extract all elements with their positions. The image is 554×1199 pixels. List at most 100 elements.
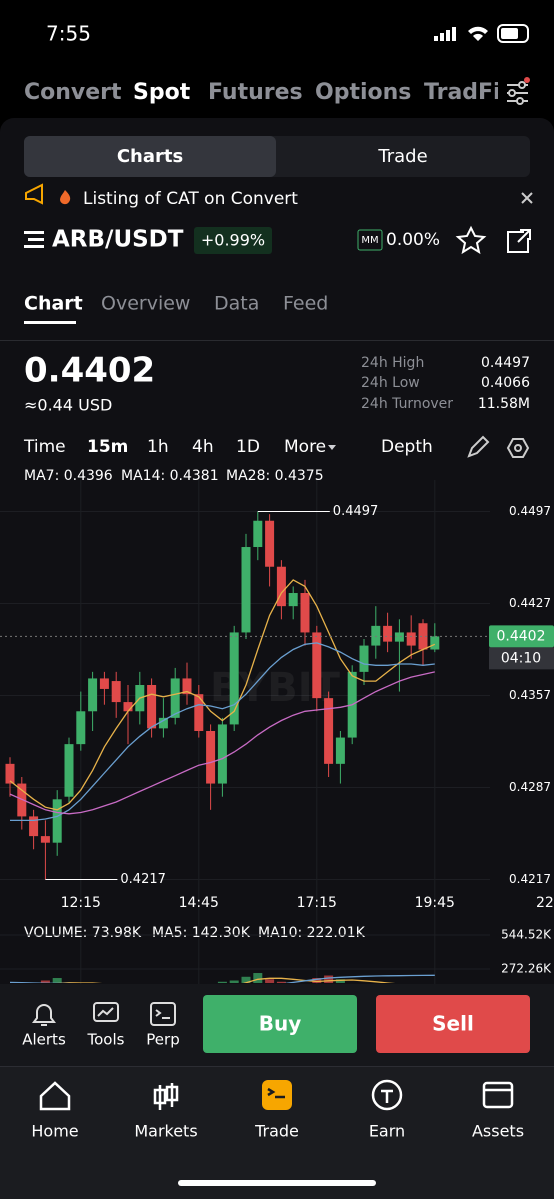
tool-label[interactable]: Tools bbox=[87, 1031, 125, 1049]
tab[interactable]: Convert bbox=[24, 80, 122, 105]
candle-body bbox=[40, 836, 50, 843]
candle-body bbox=[383, 625, 393, 642]
plot-area bbox=[5, 511, 440, 880]
candle-body bbox=[111, 681, 121, 703]
tab[interactable]: TradFi bbox=[424, 80, 501, 105]
y-tick-label: 0.4497 bbox=[509, 504, 551, 518]
buy-button[interactable] bbox=[203, 995, 357, 1053]
usd-price: ≈0.44 USD bbox=[24, 396, 112, 415]
candle-body bbox=[430, 636, 440, 650]
candle-body bbox=[194, 694, 204, 731]
more-caret bbox=[328, 445, 336, 450]
close-icon[interactable] bbox=[521, 192, 533, 204]
candle-body bbox=[324, 698, 334, 764]
candle-body bbox=[335, 737, 345, 764]
segment-charts[interactable]: Charts bbox=[117, 146, 183, 167]
stat-label: 24h High bbox=[361, 355, 424, 371]
y-tick-label: 0.4287 bbox=[509, 780, 551, 794]
panel bbox=[0, 118, 554, 1199]
buy-label[interactable]: Buy bbox=[259, 1012, 302, 1036]
candle-body bbox=[123, 702, 133, 712]
announcement[interactable]: Listing of CAT on Convert bbox=[83, 189, 298, 209]
candle-body bbox=[300, 593, 310, 633]
candle-body bbox=[64, 744, 74, 797]
subtab[interactable]: Feed bbox=[283, 293, 328, 315]
x-tick-label-cut: 22 bbox=[536, 895, 554, 911]
nav-icons bbox=[39, 1079, 514, 1111]
volume-bar bbox=[40, 980, 50, 983]
volume-tick-label: 544.52K bbox=[501, 928, 552, 942]
volume-ma-line bbox=[54, 977, 396, 983]
subtab-active[interactable]: Chart bbox=[24, 293, 83, 315]
ma-line bbox=[10, 642, 435, 822]
interval-more[interactable]: More bbox=[284, 437, 326, 457]
low-marker-label: 0.4217 bbox=[120, 872, 165, 887]
tab-active[interactable]: Spot bbox=[133, 80, 191, 105]
stat-label: 24h Low bbox=[361, 375, 420, 391]
y-tick-label: 0.4427 bbox=[509, 596, 551, 610]
segment-trade[interactable]: Trade bbox=[377, 146, 427, 167]
interval[interactable]: 1D bbox=[236, 437, 260, 457]
candle-body bbox=[312, 632, 322, 699]
nav-item[interactable]: Home bbox=[31, 1122, 78, 1141]
share-icon[interactable] bbox=[507, 229, 531, 253]
settings-icon[interactable] bbox=[506, 438, 530, 458]
sell-button[interactable] bbox=[376, 995, 530, 1053]
segment-active bbox=[24, 136, 276, 177]
depth[interactable]: Depth bbox=[381, 437, 433, 457]
candle-body bbox=[76, 711, 86, 745]
ma-line bbox=[9, 671, 435, 815]
volume-tick-label: 272.26K bbox=[501, 962, 552, 976]
candle-body bbox=[265, 520, 275, 567]
candle-body bbox=[371, 625, 381, 646]
stat-value: 0.4497 bbox=[481, 355, 530, 371]
nav-item[interactable]: Earn bbox=[369, 1122, 405, 1141]
candle-body bbox=[88, 678, 98, 712]
tool-label[interactable]: Perp bbox=[146, 1031, 179, 1049]
tab[interactable]: Futures bbox=[208, 80, 303, 105]
volume-legend: MA10: 222.01K bbox=[258, 925, 366, 941]
interval-active[interactable]: 15m bbox=[87, 437, 128, 457]
filter-icon[interactable] bbox=[507, 77, 530, 105]
x-tick-label: 14:45 bbox=[179, 895, 219, 911]
home-indicator bbox=[178, 1180, 376, 1186]
pencil-icon[interactable] bbox=[467, 435, 490, 458]
subtab[interactable]: Data bbox=[214, 293, 259, 315]
subtab[interactable]: Overview bbox=[101, 293, 190, 315]
candle-body bbox=[170, 678, 180, 718]
tab[interactable]: Options bbox=[315, 80, 411, 105]
mm-value: 0.00% bbox=[386, 230, 440, 250]
mm-label: MM bbox=[361, 235, 378, 246]
candle-body bbox=[217, 724, 227, 784]
nav-item-active[interactable]: Trade bbox=[254, 1122, 299, 1141]
countdown: 04:10 bbox=[501, 650, 541, 666]
tool-label[interactable]: Alerts bbox=[22, 1031, 66, 1049]
high-marker-label: 0.4497 bbox=[333, 504, 379, 519]
volume-legend: VOLUME: 73.98K bbox=[24, 925, 142, 941]
settings-dot bbox=[514, 444, 522, 452]
mm-badge bbox=[357, 229, 383, 251]
nav-item[interactable]: Assets bbox=[472, 1122, 524, 1141]
interval[interactable]: 1h bbox=[147, 437, 169, 457]
interval[interactable]: Time bbox=[23, 437, 66, 457]
nav-item[interactable]: Markets bbox=[134, 1122, 197, 1141]
sell-label[interactable]: Sell bbox=[432, 1012, 474, 1036]
pair-symbol[interactable]: ARB/USDT bbox=[52, 227, 184, 253]
pair-icon bbox=[24, 231, 44, 248]
flame-icon bbox=[60, 190, 71, 205]
subtab-underline bbox=[24, 321, 76, 324]
volume-bar bbox=[324, 975, 334, 983]
candle-body bbox=[182, 678, 192, 695]
megaphone-icon bbox=[25, 183, 43, 205]
star-icon[interactable] bbox=[455, 225, 487, 255]
change-badge bbox=[194, 227, 272, 254]
y-tick-label: 0.4217 bbox=[509, 872, 551, 886]
volume-bar bbox=[312, 978, 322, 983]
interval[interactable]: 4h bbox=[192, 437, 214, 457]
candle-body bbox=[406, 632, 416, 646]
volume-bar bbox=[229, 980, 239, 983]
change: +0.99% bbox=[201, 231, 265, 250]
candle-body bbox=[5, 763, 15, 784]
